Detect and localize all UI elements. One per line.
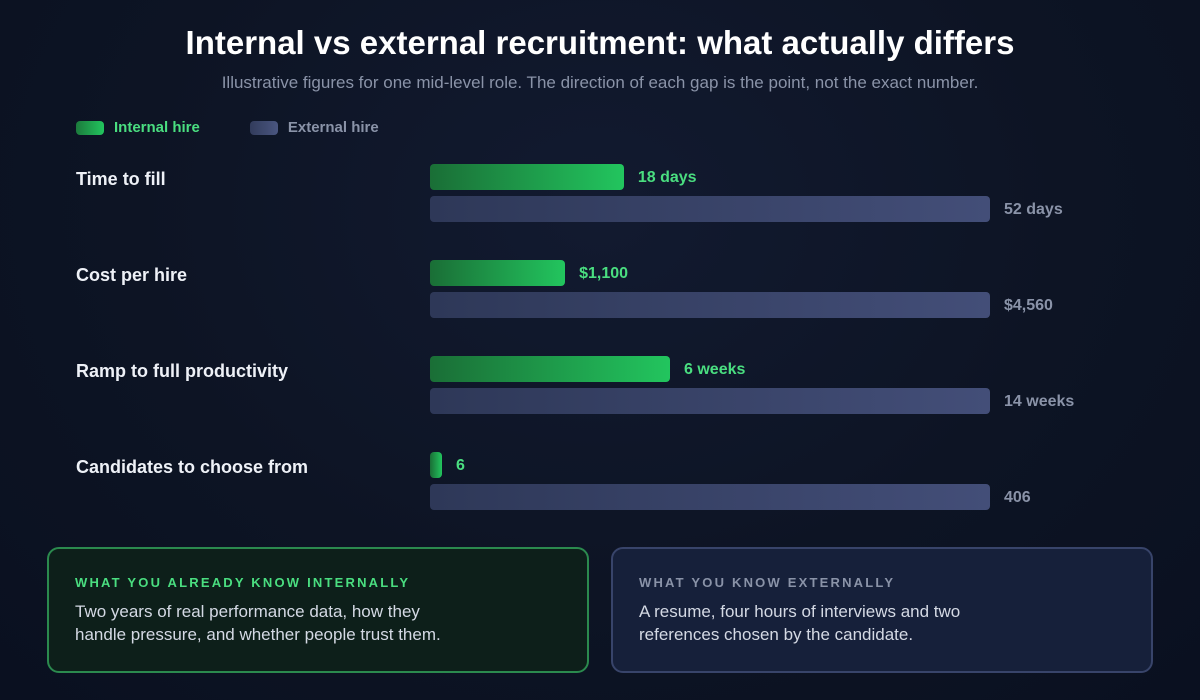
internal-card-heading: WHAT YOU ALREADY KNOW INTERNALLY [75, 575, 411, 590]
external-value-label: 52 days [1004, 201, 1063, 218]
legend-item-external: External hire [249, 119, 379, 136]
internal-value-label: $1,100 [579, 265, 629, 282]
external-value-label: 14 weeks [1004, 393, 1075, 410]
internal-knowledge-card: WHAT YOU ALREADY KNOW INTERNALLY Two yea… [47, 547, 589, 673]
external-bar [430, 196, 990, 222]
external-bar [430, 292, 990, 318]
metric-label: Cost per hire [76, 265, 188, 285]
external-card-heading: WHAT YOU KNOW EXTERNALLY [639, 575, 896, 590]
external-bar [430, 388, 990, 414]
external-card-text: A resume, four hours of interviews and t… [639, 602, 961, 644]
metric-label: Candidates to choose from [76, 457, 309, 477]
internal-bar [430, 260, 566, 286]
internal-value-label: 6 [456, 457, 465, 474]
external-knowledge-card: WHAT YOU KNOW EXTERNALLY A resume, four … [611, 547, 1153, 673]
legend-label-internal: Internal hire [114, 119, 200, 136]
internal-bar [430, 164, 624, 190]
chart-subtitle: Illustrative figures for one mid-level r… [221, 73, 979, 92]
external-bar [430, 484, 990, 510]
internal-bar [430, 452, 442, 478]
external-value-label: 406 [1004, 489, 1031, 506]
internal-card-text: Two years of real performance data, how … [75, 602, 441, 644]
metric-label: Time to fill [76, 169, 166, 189]
legend-swatch-external [249, 120, 278, 135]
metric-label: Ramp to full productivity [76, 361, 289, 381]
chart-title: Internal vs external recruitment: what a… [185, 24, 1015, 61]
external-value-label: $4,560 [1004, 297, 1053, 314]
legend-swatch-internal [76, 120, 104, 135]
internal-value-label: 18 days [637, 169, 697, 186]
bar-chart: Time to fill 18 days 52 days Cost per hire $… [76, 164, 1075, 510]
legend: Internal hire External hire [76, 119, 429, 136]
legend-label-external: External hire [287, 119, 379, 136]
internal-bar [430, 356, 670, 382]
internal-value-label: 6 weeks [684, 361, 746, 378]
legend-item-internal: Internal hire [76, 119, 200, 136]
